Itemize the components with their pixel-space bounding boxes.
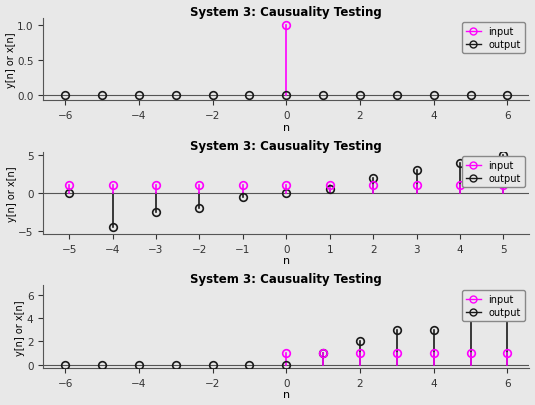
Y-axis label: y[n] or x[n]: y[n] or x[n] <box>5 32 16 87</box>
Y-axis label: y[n] or x[n]: y[n] or x[n] <box>6 166 17 221</box>
Title: System 3: Causuality Testing: System 3: Causuality Testing <box>190 139 382 152</box>
Title: System 3: Causuality Testing: System 3: Causuality Testing <box>190 273 382 286</box>
X-axis label: n: n <box>282 256 290 266</box>
Y-axis label: y[n] or x[n]: y[n] or x[n] <box>16 299 26 355</box>
Legend: input, output: input, output <box>462 23 525 54</box>
Legend: input, output: input, output <box>462 157 525 188</box>
X-axis label: n: n <box>282 390 290 399</box>
Legend: input, output: input, output <box>462 291 525 321</box>
X-axis label: n: n <box>282 122 290 132</box>
Title: System 3: Causuality Testing: System 3: Causuality Testing <box>190 6 382 19</box>
